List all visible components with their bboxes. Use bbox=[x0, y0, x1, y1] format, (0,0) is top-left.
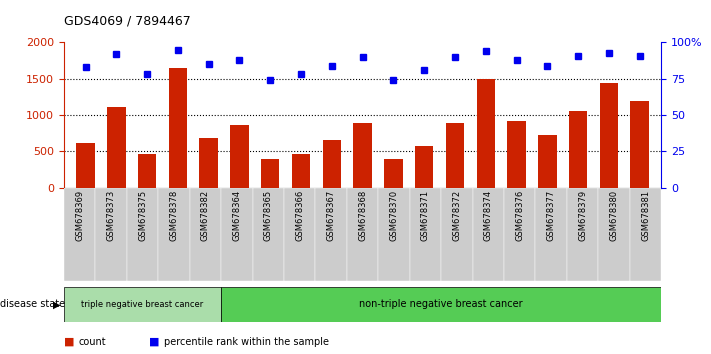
Text: ■: ■ bbox=[149, 337, 164, 347]
Bar bbox=[473, 188, 504, 281]
Text: GSM678382: GSM678382 bbox=[201, 189, 210, 241]
Text: GSM678367: GSM678367 bbox=[326, 189, 336, 241]
Text: ▶: ▶ bbox=[53, 299, 61, 309]
Bar bbox=[599, 83, 618, 188]
Text: GSM678364: GSM678364 bbox=[232, 189, 241, 241]
Bar bbox=[535, 188, 567, 281]
Bar bbox=[630, 188, 661, 281]
Text: GSM678372: GSM678372 bbox=[452, 189, 461, 241]
Text: GSM678375: GSM678375 bbox=[138, 189, 147, 241]
Bar bbox=[567, 188, 599, 281]
Bar bbox=[476, 79, 495, 188]
Text: GSM678374: GSM678374 bbox=[484, 189, 493, 241]
Bar bbox=[200, 138, 218, 188]
Bar bbox=[190, 188, 221, 281]
Text: GDS4069 / 7894467: GDS4069 / 7894467 bbox=[64, 14, 191, 27]
Text: GSM678369: GSM678369 bbox=[75, 189, 84, 241]
Bar bbox=[76, 143, 95, 188]
Bar bbox=[138, 154, 156, 188]
Bar bbox=[446, 123, 464, 188]
Bar bbox=[504, 188, 535, 281]
Text: GSM678381: GSM678381 bbox=[641, 189, 650, 241]
Text: non-triple negative breast cancer: non-triple negative breast cancer bbox=[359, 299, 523, 309]
Bar bbox=[316, 188, 347, 281]
Bar bbox=[230, 125, 249, 188]
Bar bbox=[415, 145, 434, 188]
Bar bbox=[410, 188, 442, 281]
Bar bbox=[159, 188, 190, 281]
Bar bbox=[221, 287, 661, 322]
Text: ■: ■ bbox=[64, 337, 78, 347]
Text: GSM678371: GSM678371 bbox=[421, 189, 430, 241]
Bar bbox=[599, 188, 630, 281]
Bar bbox=[538, 135, 557, 188]
Bar bbox=[127, 188, 159, 281]
Text: count: count bbox=[78, 337, 106, 347]
Bar bbox=[252, 188, 284, 281]
Text: GSM678377: GSM678377 bbox=[547, 189, 556, 241]
Text: triple negative breast cancer: triple negative breast cancer bbox=[82, 300, 203, 309]
Bar bbox=[64, 287, 221, 322]
Text: GSM678365: GSM678365 bbox=[264, 189, 273, 241]
Text: GSM678376: GSM678376 bbox=[515, 189, 524, 241]
Text: GSM678378: GSM678378 bbox=[169, 189, 178, 241]
Bar bbox=[261, 159, 279, 188]
Bar bbox=[569, 111, 587, 188]
Bar bbox=[292, 154, 310, 188]
Bar bbox=[442, 188, 473, 281]
Bar bbox=[107, 107, 126, 188]
Text: GSM678368: GSM678368 bbox=[358, 189, 367, 241]
Bar bbox=[323, 140, 341, 188]
Bar bbox=[284, 188, 316, 281]
Text: GSM678373: GSM678373 bbox=[107, 189, 116, 241]
Bar bbox=[169, 68, 187, 188]
Text: percentile rank within the sample: percentile rank within the sample bbox=[164, 337, 328, 347]
Text: GSM678366: GSM678366 bbox=[295, 189, 304, 241]
Text: GSM678379: GSM678379 bbox=[578, 189, 587, 241]
Bar bbox=[378, 188, 410, 281]
Bar bbox=[631, 101, 649, 188]
Text: GSM678370: GSM678370 bbox=[390, 189, 399, 241]
Bar bbox=[384, 159, 402, 188]
Text: GSM678380: GSM678380 bbox=[609, 189, 619, 241]
Bar bbox=[221, 188, 252, 281]
Bar bbox=[64, 188, 95, 281]
Text: disease state: disease state bbox=[0, 299, 65, 309]
Bar bbox=[353, 123, 372, 188]
Bar bbox=[95, 188, 127, 281]
Bar bbox=[508, 121, 525, 188]
Bar bbox=[347, 188, 378, 281]
